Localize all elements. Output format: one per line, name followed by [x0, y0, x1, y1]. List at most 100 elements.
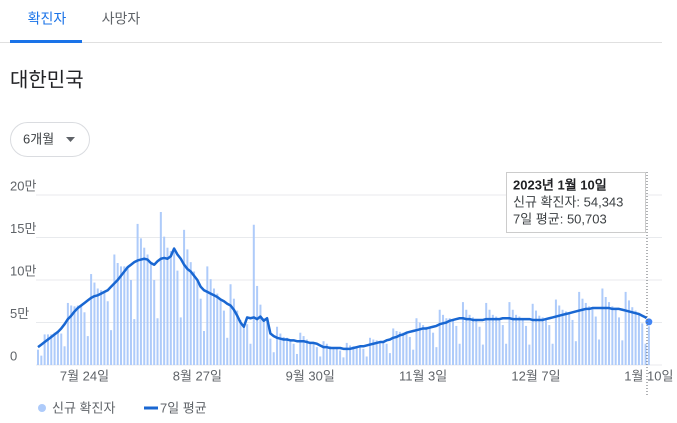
bar — [86, 336, 89, 365]
tooltip — [506, 172, 646, 233]
tab-indicator — [10, 40, 82, 43]
bar — [425, 326, 428, 365]
bar — [315, 347, 318, 365]
bar — [335, 348, 338, 365]
bar — [538, 315, 541, 365]
bar — [70, 305, 73, 365]
bar — [120, 266, 122, 365]
bar — [286, 337, 288, 365]
bar — [445, 318, 448, 365]
x-tick-label: 9월 30일 — [286, 368, 335, 383]
average-line — [37, 247, 650, 351]
bar — [571, 319, 574, 365]
bar — [418, 322, 421, 365]
bar — [544, 319, 547, 365]
bar — [438, 309, 441, 365]
bar — [156, 318, 159, 365]
tooltip-line: 7일 평균: 50,703 — [513, 211, 607, 226]
bar — [369, 337, 371, 365]
tab[interactable]: 사망자 — [102, 11, 141, 27]
bar — [262, 318, 265, 365]
bar — [246, 324, 249, 365]
bar — [232, 298, 235, 365]
bar — [442, 314, 445, 365]
bar — [598, 339, 601, 365]
bar — [179, 317, 182, 365]
y-tick-label: 0 — [10, 348, 17, 363]
bar — [329, 346, 332, 365]
dropdown-label: 6개월 — [23, 131, 54, 146]
bar — [256, 285, 259, 365]
bar — [159, 212, 162, 365]
bar — [627, 300, 630, 365]
bar — [372, 339, 375, 365]
bar — [282, 336, 285, 365]
bar — [259, 304, 262, 365]
tooltip-line: 신규 확진자: 54,343 — [513, 194, 623, 209]
bar — [186, 249, 189, 365]
bar — [365, 356, 368, 365]
bar — [126, 267, 129, 365]
bar — [63, 346, 66, 365]
bar — [385, 343, 388, 365]
bar — [292, 343, 295, 365]
bar — [608, 302, 611, 365]
bar — [614, 308, 617, 365]
bar — [193, 271, 196, 365]
bar — [226, 337, 229, 365]
bar — [216, 293, 219, 365]
bar — [398, 331, 401, 365]
bar — [56, 331, 59, 365]
bar — [501, 325, 504, 365]
bar — [312, 342, 315, 365]
bar — [203, 331, 205, 365]
bar — [525, 325, 528, 365]
bar — [339, 350, 342, 365]
tab-selected[interactable]: 확진자 — [28, 11, 67, 27]
bar — [60, 333, 63, 365]
plot: 0 5만 10만 15만 20만 7월 24일 8월 27일 9월 30일 11월 3일 12월 … — [10, 178, 673, 383]
bar — [355, 346, 358, 365]
bar — [392, 328, 395, 365]
bar — [641, 323, 644, 365]
bar — [349, 345, 352, 365]
bar — [468, 314, 471, 365]
bar — [505, 343, 508, 365]
bar — [388, 353, 391, 365]
bar — [465, 309, 468, 365]
hover-point — [644, 317, 654, 327]
bar — [332, 347, 335, 365]
bar — [408, 336, 411, 365]
bar — [100, 290, 103, 365]
bar — [289, 340, 292, 365]
bar — [199, 298, 202, 365]
bar — [149, 263, 152, 365]
bar — [528, 344, 531, 365]
bar — [448, 318, 451, 365]
legend-swatch — [38, 404, 46, 412]
bar — [554, 299, 557, 365]
bar — [189, 262, 192, 365]
bar — [535, 310, 537, 365]
bar — [302, 336, 305, 365]
bar — [405, 332, 408, 365]
dropdown-caret — [66, 137, 75, 142]
bar — [578, 291, 581, 365]
bar — [521, 319, 524, 365]
legend-label: 신규 확진자 — [52, 400, 115, 415]
bar — [322, 341, 325, 365]
bar — [129, 280, 132, 365]
bar — [279, 333, 282, 365]
bar — [422, 325, 425, 365]
bar — [53, 332, 56, 365]
bar — [166, 247, 169, 365]
bar — [382, 342, 385, 365]
bar — [611, 306, 614, 365]
bar — [309, 342, 312, 365]
dropdown[interactable] — [10, 122, 90, 157]
bar — [375, 340, 378, 365]
bar — [452, 319, 454, 365]
bar — [395, 331, 398, 365]
bar — [601, 288, 604, 365]
